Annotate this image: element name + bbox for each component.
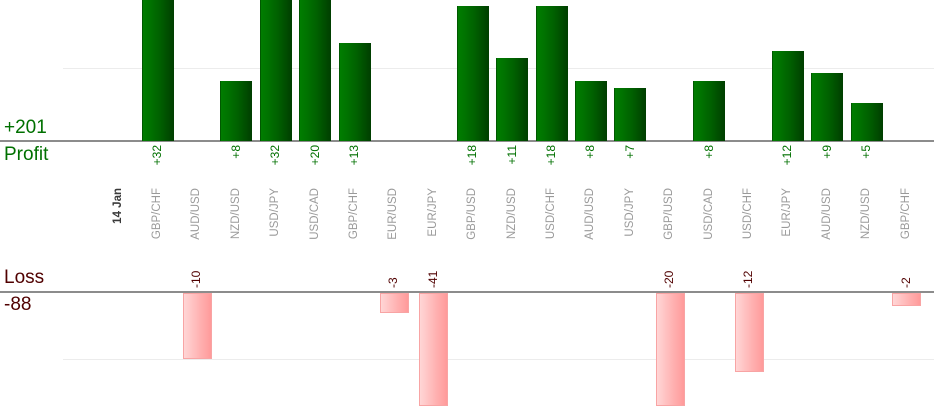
profit-bar	[850, 103, 883, 141]
loss-value-label: -2	[898, 277, 913, 288]
loss-gridline	[63, 359, 934, 360]
loss-value-label: -10	[189, 270, 204, 288]
profit-value-label: +32	[268, 145, 283, 166]
category-label: GBP/USD	[466, 188, 479, 240]
loss-bar	[419, 293, 449, 406]
profit-bar	[693, 81, 726, 141]
profit-value-label: +7	[622, 145, 637, 159]
profit-value-label: +8	[583, 145, 598, 159]
category-label: USD/CAD	[702, 188, 715, 240]
profit-bar	[574, 81, 607, 141]
profit-value-label: +12	[780, 145, 795, 166]
loss-axis-label: Loss	[4, 267, 45, 288]
loss-bar	[892, 293, 922, 306]
category-label: EUR/JPY	[426, 188, 439, 237]
category-label: NZD/USD	[860, 188, 873, 240]
profit-bar	[811, 73, 844, 141]
profit-axis-line	[0, 140, 934, 142]
category-label: NZD/USD	[505, 188, 518, 240]
profit-value-label: +5	[859, 145, 874, 159]
category-label: USD/JPY	[623, 188, 636, 237]
category-label: GBP/CHF	[151, 188, 163, 240]
loss-bar	[182, 293, 212, 359]
loss-bar	[655, 293, 685, 406]
category-label: EUR/JPY	[781, 188, 794, 237]
category-label: USD/CHF	[545, 188, 557, 240]
category-label: USD/CAD	[308, 188, 321, 240]
category-label: GBP/USD	[663, 188, 676, 240]
date-label: 14 Jan	[111, 188, 124, 224]
profit-bar	[141, 0, 174, 141]
loss-value-label: -3	[386, 277, 401, 288]
profit-bar	[535, 6, 568, 141]
category-label: GBP/CHF	[348, 188, 360, 240]
profit-value-label: +18	[544, 145, 558, 166]
category-label: EUR/USD	[387, 188, 400, 240]
loss-bar	[379, 293, 409, 313]
profit-bar	[259, 0, 292, 141]
profit-value-label: +18	[465, 145, 480, 166]
profit-bar	[299, 0, 332, 141]
loss-value-label: -41	[425, 270, 440, 288]
category-label: NZD/USD	[229, 188, 242, 240]
loss-axis-line	[0, 291, 934, 293]
profit-bar	[496, 58, 529, 141]
loss-value-label: -12	[741, 270, 755, 288]
profit-value-label: +8	[228, 145, 243, 159]
category-label: AUD/USD	[584, 188, 597, 240]
profit-bar	[338, 43, 371, 141]
profit-axis-label: Profit	[4, 144, 49, 165]
loss-bar	[734, 293, 764, 372]
profit-value-label: +32	[150, 145, 164, 166]
profit-value-label: +13	[347, 145, 361, 166]
profit-bar	[220, 81, 253, 141]
category-label: AUD/USD	[820, 188, 833, 240]
profit-value-label: +9	[819, 145, 834, 159]
profit-bar	[614, 88, 647, 141]
profit-value-label: +8	[701, 145, 716, 159]
loss-value-label: -20	[662, 270, 677, 288]
category-label: AUD/USD	[190, 188, 203, 240]
profit-value-label: +20	[307, 145, 322, 166]
category-label: USD/CHF	[742, 188, 754, 240]
loss-total-label: -88	[4, 294, 32, 315]
profit-total-label: +201	[4, 117, 47, 138]
profit-bar	[771, 51, 804, 141]
profit-value-label: +11	[504, 145, 519, 165]
profit-bar	[456, 6, 489, 141]
category-label: GBP/CHF	[899, 188, 912, 240]
category-label: USD/JPY	[269, 188, 282, 237]
